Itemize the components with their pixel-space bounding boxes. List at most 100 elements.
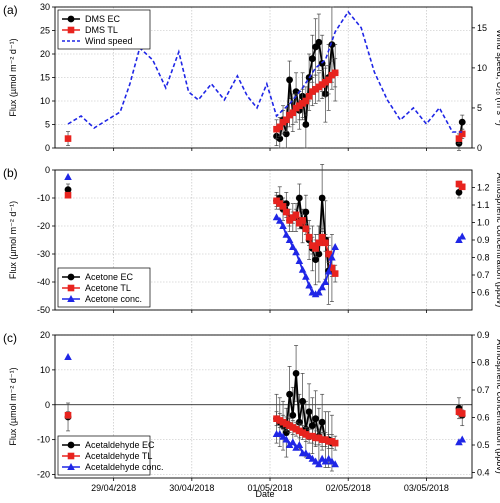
data-point <box>458 118 466 126</box>
y-tick-label: -30 <box>37 249 50 259</box>
data-point <box>292 248 300 256</box>
data-point <box>328 457 336 465</box>
legend-swatch-marker <box>67 284 75 292</box>
y-tick-label: 20 <box>40 49 50 59</box>
panel-label: (a) <box>3 3 18 17</box>
data-point <box>311 457 320 465</box>
legend-label: Wind speed <box>85 36 133 46</box>
plot-frame <box>54 169 473 311</box>
panel-label: (b) <box>3 166 18 180</box>
data-point <box>318 418 326 426</box>
panel-label: (c) <box>3 331 17 345</box>
y2-tick-label: 5 <box>477 103 482 113</box>
data-point <box>286 76 293 84</box>
data-point <box>458 232 467 240</box>
data-point <box>64 353 72 360</box>
y2-tick-label: 1.0 <box>477 218 490 228</box>
y-tick-label: 10 <box>40 365 50 375</box>
legend-label: Acetone TL <box>85 283 131 293</box>
data-point <box>315 250 323 258</box>
x-tick-label: 29/04/2018 <box>91 483 136 493</box>
data-point <box>289 438 297 446</box>
data-point <box>279 432 287 440</box>
y2-tick-label: 0.9 <box>477 330 490 340</box>
data-point <box>331 69 339 77</box>
data-point <box>308 422 316 430</box>
data-point <box>315 460 323 468</box>
data-point <box>295 257 304 264</box>
x-tick-label: 01/05/2018 <box>247 483 292 493</box>
y-tick-label: 15 <box>40 73 50 83</box>
data-point <box>275 430 284 437</box>
plot-frame <box>54 334 473 479</box>
legend-swatch-marker <box>67 26 75 34</box>
data-point <box>283 208 290 216</box>
series-dms-tl <box>64 58 466 146</box>
data-point <box>289 411 297 419</box>
data-point <box>312 415 320 423</box>
y2-axis-title: Atmospheric concentration (ppbv) <box>495 339 500 474</box>
y-tick-label: -20 <box>37 470 50 480</box>
legend-label: Acetaldehyde EC <box>85 440 155 450</box>
data-point <box>64 191 72 199</box>
data-point <box>289 243 297 250</box>
y2-tick-label: 0.4 <box>477 468 490 478</box>
data-point <box>279 203 287 210</box>
y-axis-title: Flux (µmol m⁻² d⁻¹) <box>8 38 18 116</box>
data-point <box>331 270 339 277</box>
y-tick-label: 20 <box>40 330 50 340</box>
series-acetone-conc- <box>64 173 467 298</box>
data-point <box>305 408 313 416</box>
data-point <box>305 281 313 289</box>
data-point <box>305 452 313 459</box>
data-point <box>308 55 316 63</box>
y-axis-title: Flux (µmol m⁻² d⁻¹) <box>8 367 18 445</box>
y-tick-label: -20 <box>37 221 50 231</box>
data-point <box>458 183 466 191</box>
data-point <box>318 454 326 462</box>
data-point <box>64 173 72 180</box>
data-point <box>286 390 293 398</box>
data-point <box>315 288 323 296</box>
panel-1: 0 5 10 15 20 25 30 0 5 10 15 Flux (µmol m⁻² d⁻¹) Win… <box>3 2 500 153</box>
series-acetone-tl <box>64 180 466 283</box>
data-point <box>322 239 329 247</box>
data-point <box>276 135 284 143</box>
data-point <box>302 121 310 128</box>
series-acetaldehyde-tl <box>64 407 466 451</box>
legend-swatch-marker <box>67 452 75 460</box>
legend-swatch-marker <box>67 441 75 449</box>
data-point <box>282 435 291 443</box>
data-point <box>325 250 332 258</box>
data-point <box>295 194 303 202</box>
data-point <box>458 435 467 443</box>
data-point <box>298 265 307 273</box>
data-point <box>324 454 333 462</box>
y2-tick-label: 1.2 <box>477 183 490 193</box>
data-point <box>64 186 72 194</box>
series-acetaldehyde-conc- <box>64 353 467 468</box>
y-axis-title: Flux (µmol m⁻² d⁻¹) <box>8 201 18 279</box>
data-point <box>289 109 297 117</box>
data-point <box>299 397 306 405</box>
y2-tick-label: 0.6 <box>477 288 490 298</box>
y-tick-label: 10 <box>40 96 50 106</box>
y2-tick-label: 0 <box>477 143 482 153</box>
data-point <box>302 208 310 216</box>
data-point <box>302 449 310 457</box>
panel-2: -50 -40 -30 -20 -10 0 0.6 0.7 0.8 0.9 1.0 1.1 1.2 Flu… <box>3 164 500 315</box>
y2-tick-label: 15 <box>477 23 487 33</box>
data-point <box>325 76 332 84</box>
legend-label: Acetone conc. <box>85 294 142 304</box>
y2-tick-label: 1.1 <box>477 200 490 210</box>
legend-swatch-marker <box>67 273 75 281</box>
data-point <box>64 135 72 142</box>
legend-label: DMS EC <box>85 14 121 24</box>
y2-tick-label: 10 <box>477 63 487 73</box>
y-tick-label: 25 <box>40 26 50 36</box>
data-point <box>275 216 284 224</box>
